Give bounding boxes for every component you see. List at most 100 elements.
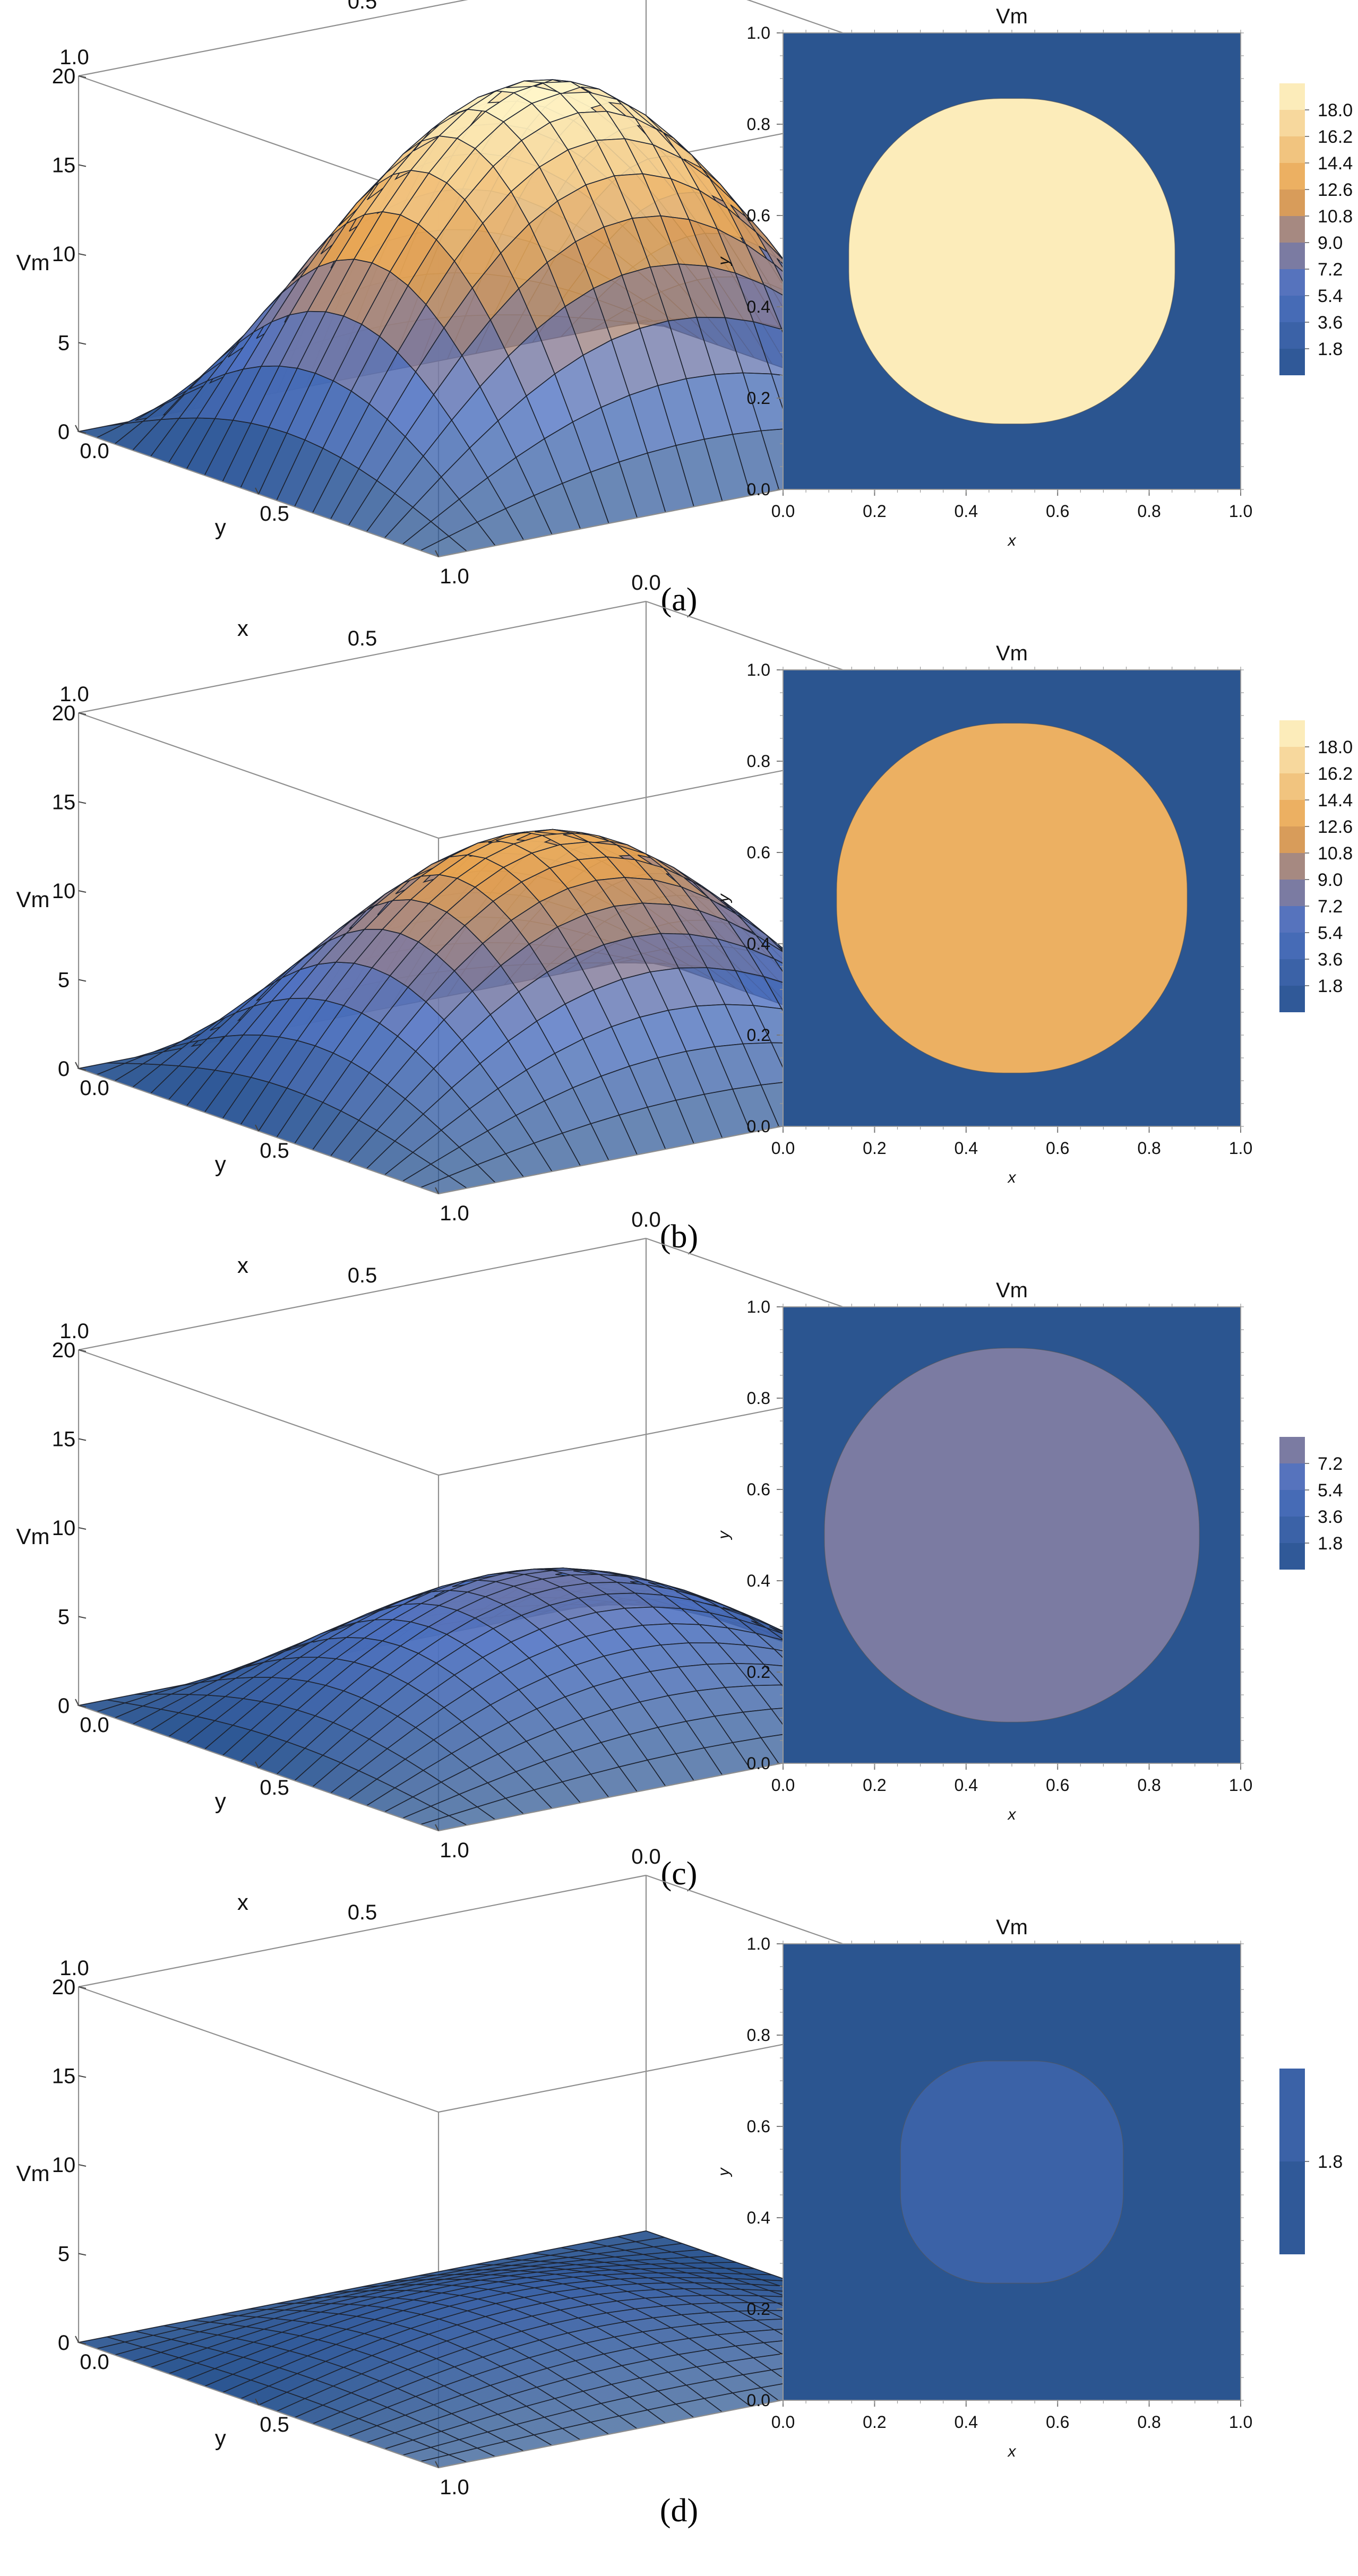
- legend-swatch: [1279, 322, 1305, 349]
- legend-swatch: [1279, 163, 1305, 189]
- surface-(b): [76, 829, 1008, 1194]
- legend-(b): [1279, 720, 1305, 1012]
- y-tick-mark: [435, 2461, 439, 2468]
- y-tick-label: 1.0: [440, 1839, 469, 1862]
- z-tick-mark: [78, 1438, 87, 1441]
- contour-y-tick-label: 0.4: [747, 1571, 770, 1590]
- z-tick-label: 5: [58, 1606, 70, 1629]
- z-tick-label: 5: [58, 332, 70, 355]
- legend-swatch: [1279, 296, 1305, 322]
- y-axis-label: y: [215, 515, 226, 540]
- contour-x-axis-label: x: [1007, 1806, 1017, 1823]
- contour-title: Vm: [996, 1279, 1028, 1302]
- panel-caption: (b): [660, 1219, 698, 1255]
- contour-x-tick-label: 0.2: [863, 1139, 886, 1158]
- contour-regions-(d): [900, 2061, 1124, 2284]
- x-tick-label: 0.0: [631, 1208, 661, 1231]
- contour-y-axis-label: y: [715, 893, 733, 903]
- y-tick-label: 0.5: [260, 1776, 289, 1799]
- z-tick-mark: [78, 1068, 87, 1071]
- legend-swatch: [1279, 826, 1305, 853]
- y-tick-label: 0.5: [260, 502, 289, 525]
- contour-title: Vm: [996, 5, 1028, 28]
- legend-label: 1.8: [1318, 1533, 1343, 1554]
- z-tick-mark: [78, 890, 87, 893]
- y-tick-label: 0.0: [80, 2350, 109, 2374]
- z-tick-mark: [78, 1616, 87, 1619]
- z-tick-label: 15: [52, 2065, 76, 2088]
- z-tick-mark: [78, 1527, 87, 1530]
- contour-x-axis-label: x: [1007, 532, 1017, 549]
- y-tick-label: 0.5: [260, 2413, 289, 2436]
- legend-label: 14.4: [1318, 153, 1353, 174]
- z-tick-mark: [78, 431, 87, 434]
- z-axis-label: Vm: [16, 2161, 50, 2186]
- box-top-edge: [78, 600, 647, 714]
- z-tick-label: 10: [52, 880, 76, 903]
- legend-(a): [1279, 83, 1305, 375]
- contour-y-tick-label: 0.4: [747, 2208, 770, 2227]
- z-tick-mark: [78, 2342, 87, 2345]
- z-tick-label: 20: [52, 65, 76, 88]
- legend-swatch: [1279, 83, 1305, 110]
- contour-y-tick-label: 0.0: [747, 2391, 770, 2410]
- z-tick-label: 5: [58, 2243, 70, 2266]
- x-tick-label: 1.0: [59, 46, 89, 69]
- y-tick-label: 1.0: [440, 2476, 469, 2499]
- contour-y-tick-label: 1.0: [747, 1297, 770, 1316]
- contour-y-axis-label: y: [715, 256, 733, 266]
- contour-regions-(a): [848, 98, 1175, 425]
- contour-y-tick-label: 0.0: [747, 480, 770, 499]
- legend-swatch: [1279, 747, 1305, 773]
- z-tick-mark: [78, 75, 87, 78]
- z-tick-mark: [78, 2075, 87, 2078]
- y-tick-label: 1.0: [440, 1202, 469, 1225]
- legend-swatch: [1279, 2161, 1305, 2254]
- contour-y-tick-label: 0.0: [747, 1754, 770, 1773]
- contour-x-tick-label: 0.8: [1137, 1139, 1161, 1158]
- z-tick-mark: [78, 2253, 87, 2256]
- z-tick-label: 10: [52, 243, 76, 266]
- contour-y-tick-label: 0.8: [747, 115, 770, 134]
- x-tick-label: 0.5: [348, 1264, 377, 1287]
- x-axis-label: x: [237, 1253, 248, 1278]
- y-tick-label: 1.0: [440, 565, 469, 588]
- box-top-edge: [78, 1874, 647, 1988]
- z-axis-label: Vm: [16, 250, 50, 275]
- legend-swatch: [1279, 136, 1305, 163]
- z-tick-mark: [78, 253, 87, 256]
- contour-x-tick-label: 0.4: [955, 502, 978, 521]
- legend-swatch: [1279, 1517, 1305, 1543]
- legend-swatch: [1279, 216, 1305, 243]
- contour-x-tick-label: 0.4: [955, 2413, 978, 2432]
- contour-regions-(c): [824, 1348, 1200, 1722]
- legend-swatch: [1279, 800, 1305, 826]
- z-tick-label: 5: [58, 969, 70, 992]
- y-tick-mark: [435, 1187, 439, 1194]
- x-tick-label: 0.0: [631, 571, 661, 595]
- legend-swatch: [1279, 243, 1305, 269]
- legend-label: 16.2: [1318, 764, 1353, 784]
- legend-swatch: [1279, 880, 1305, 906]
- z-tick-label: 0: [58, 2331, 70, 2355]
- contour-y-tick-label: 0.6: [747, 2117, 770, 2136]
- legend-label: 1.8: [1318, 339, 1343, 359]
- legend-label: 7.2: [1318, 897, 1343, 917]
- legend-label: 12.6: [1318, 180, 1353, 200]
- contour-x-tick-label: 0.4: [955, 1776, 978, 1795]
- contour-x-tick-label: 0.2: [863, 2413, 886, 2432]
- contour-y-tick-label: 1.0: [747, 660, 770, 679]
- contour-title: Vm: [996, 1916, 1028, 1939]
- contour-regions-(b): [836, 722, 1188, 1074]
- x-tick-label: 0.5: [348, 0, 377, 13]
- legend-label: 3.6: [1318, 313, 1343, 333]
- x-tick-label: 1.0: [59, 1320, 89, 1343]
- contour-y-tick-label: 0.6: [747, 843, 770, 862]
- box-top-edge: [78, 712, 439, 839]
- z-tick-mark: [78, 1349, 87, 1352]
- legend-label: 3.6: [1318, 950, 1343, 970]
- z-tick-label: 15: [52, 154, 76, 177]
- contour-x-tick-label: 0.0: [771, 1776, 795, 1795]
- contour-y-tick-label: 0.4: [747, 934, 770, 953]
- contour-y-axis-label: y: [715, 2167, 733, 2177]
